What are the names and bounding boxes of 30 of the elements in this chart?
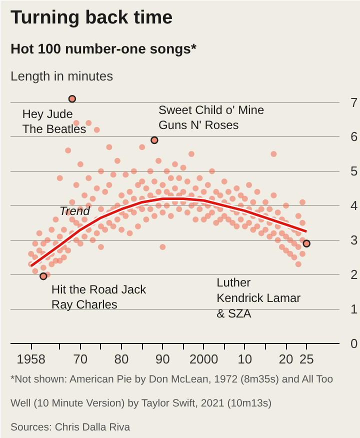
text: *Not shown: American Pie by Don McLean, 1972 (8m35s) and All Too Well (10 Minute Version) by Taylor Swift, 2021 (10m13s) (10, 374, 334, 410)
annotation: Hey Jude The Beatles (22, 106, 86, 136)
x-tick-label: 2000 (189, 352, 218, 366)
point (150, 136, 158, 144)
y-tick-label: 2 (350, 267, 358, 282)
y-tick-label: 7 (350, 94, 358, 110)
x-tick-label: 20 (278, 352, 294, 366)
annotation: Hit the Road Jack Ray Charles (51, 282, 148, 312)
y-tick-label: 6 (350, 129, 358, 144)
point (40, 272, 48, 280)
x-tick-label: 70 (73, 352, 88, 366)
y-tick-label: 4 (350, 198, 358, 214)
source-note: Sources: Chris Dalla Riva (10, 422, 130, 434)
x-tick-label: 1958 (16, 352, 46, 366)
x-tick-label: 25 (299, 352, 314, 366)
y-tick-label: 1 (350, 302, 358, 317)
annotation: Trend (59, 204, 90, 218)
y-tick-label: 0 (350, 336, 358, 351)
chart-subtitle: Hot 100 number-one songs* (10, 40, 197, 56)
y-tick-label: 5 (350, 164, 358, 179)
x-tick-label: 80 (114, 352, 129, 366)
annotation: Sweet Child o' Mine Guns N' Roses (158, 102, 264, 132)
x-tick-label: 90 (155, 352, 170, 366)
chart-title: Turning back time (10, 8, 173, 28)
annotation: Luther Kendrick Lamar & SZA (216, 276, 301, 320)
y-tick-label: 3 (350, 232, 358, 248)
y-axis-title: Length in minutes (10, 68, 114, 84)
x-tick-label: 10 (238, 352, 252, 366)
point (302, 240, 310, 248)
point (68, 94, 76, 103)
